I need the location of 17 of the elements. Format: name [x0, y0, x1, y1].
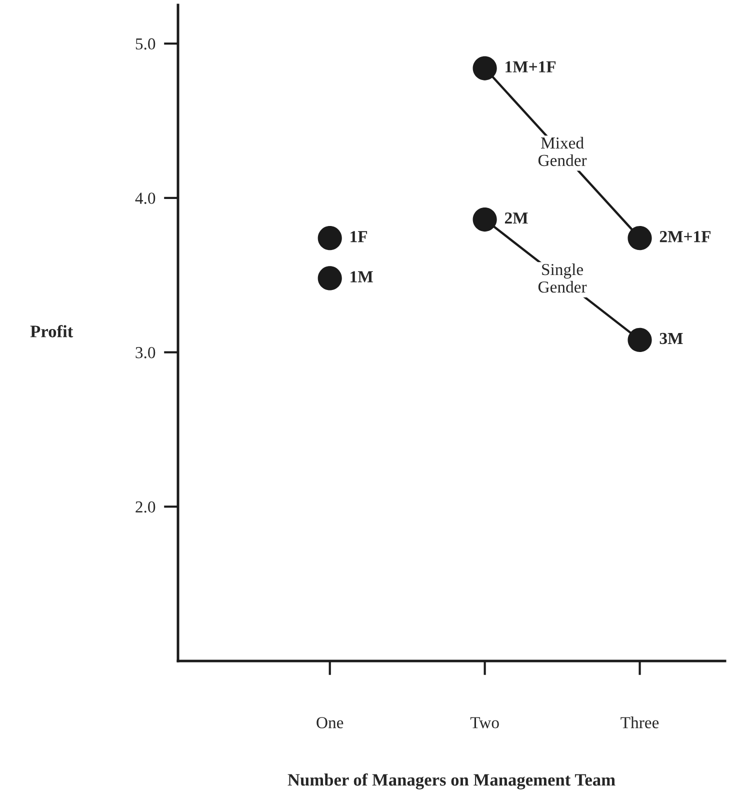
x-tick-label: Three	[620, 716, 659, 728]
y-tick-label: 4.0	[135, 192, 156, 204]
annotation: Mixed Gender	[538, 136, 587, 166]
annotation: Single Gender	[538, 263, 587, 293]
annotation: 2M+1F	[660, 231, 710, 242]
y-tick-label: 3.0	[136, 346, 156, 358]
y-tick-label: 2.0	[136, 501, 156, 513]
annotation: 1F	[350, 231, 368, 242]
annotation: 2M	[504, 212, 528, 224]
y-axis-title: Profit	[30, 324, 74, 338]
annotation: 1M	[350, 271, 373, 282]
x-tick-label: One	[316, 717, 344, 728]
x-axis-title: Number of Managers on Management Team	[288, 773, 616, 790]
annotation: 1M+1F	[506, 61, 556, 72]
y-tick-label: 5.0	[136, 38, 156, 50]
x-tick-label: Two	[470, 717, 499, 728]
annotation: 3M	[660, 332, 683, 344]
